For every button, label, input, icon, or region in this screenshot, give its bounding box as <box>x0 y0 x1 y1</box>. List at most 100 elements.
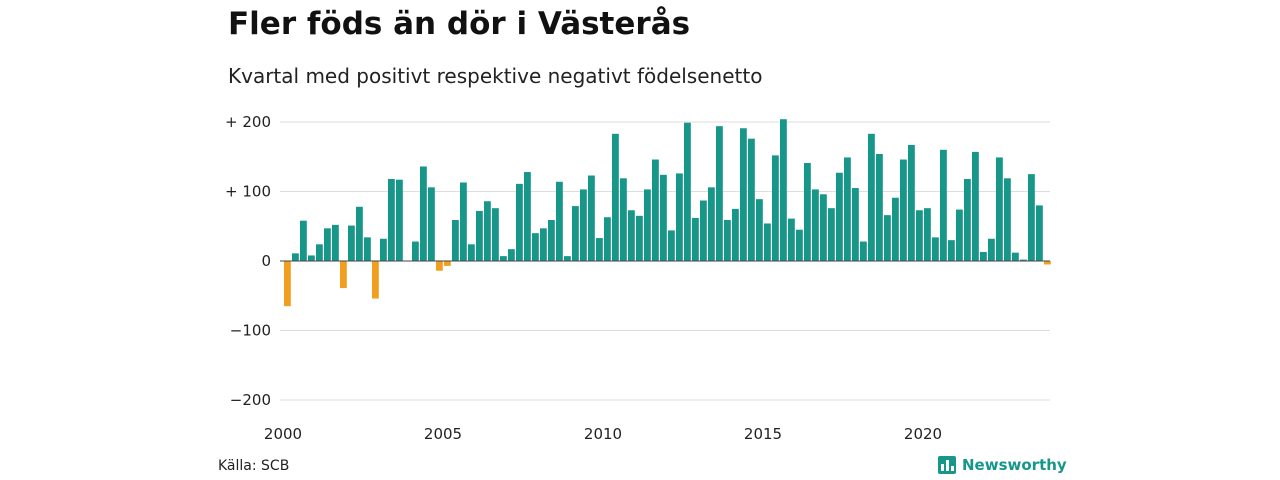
y-tick-label: + 200 <box>225 113 271 131</box>
bar <box>396 179 403 261</box>
bar <box>388 178 395 261</box>
bar <box>332 224 339 261</box>
bar <box>316 244 323 261</box>
y-tick-label: 0 <box>261 252 271 270</box>
bar <box>284 261 291 307</box>
newsworthy-icon <box>938 456 956 474</box>
source-label: Källa: SCB <box>218 458 290 474</box>
bar <box>1004 178 1011 261</box>
bar <box>564 256 571 261</box>
bar <box>908 144 915 261</box>
bar <box>876 153 883 261</box>
bar <box>948 240 955 261</box>
bar <box>852 188 859 261</box>
bar <box>916 210 923 261</box>
bar <box>660 174 667 261</box>
bar <box>620 178 627 261</box>
bar <box>324 228 331 261</box>
y-tick-label: −200 <box>230 391 271 409</box>
bar <box>980 251 987 262</box>
bar <box>484 201 491 261</box>
bar <box>1012 252 1019 261</box>
bar <box>580 189 587 261</box>
chart-subtitle: Kvartal med positivt respektive negativt… <box>228 64 763 88</box>
bar <box>700 200 707 261</box>
bar <box>420 166 427 261</box>
bar <box>956 209 963 261</box>
bar <box>644 189 651 261</box>
y-tick-label: −100 <box>230 322 271 340</box>
x-axis-ticks: 2000 2005 2010 2015 2020 <box>264 425 942 443</box>
bar <box>796 229 803 261</box>
bar <box>572 206 579 261</box>
chart-title: Fler föds än dör i Västerås <box>228 6 691 42</box>
bar <box>996 157 1003 261</box>
bar <box>460 182 467 261</box>
bar <box>516 183 523 261</box>
bar <box>548 220 555 261</box>
bar <box>612 133 619 261</box>
bar <box>340 261 347 289</box>
bar <box>356 206 363 261</box>
bar <box>692 217 699 261</box>
x-tick-label: 2000 <box>264 425 302 443</box>
bar <box>804 163 811 261</box>
bar <box>636 215 643 261</box>
bar <box>428 187 435 261</box>
bar <box>820 194 827 261</box>
bar <box>884 215 891 261</box>
bar <box>676 173 683 261</box>
bar <box>628 210 635 261</box>
bar <box>1044 261 1051 265</box>
bar <box>588 175 595 261</box>
bar <box>372 261 379 299</box>
x-tick-label: 2015 <box>744 425 782 443</box>
bars <box>284 119 1051 307</box>
bar <box>972 151 979 261</box>
bar <box>828 208 835 261</box>
bar <box>924 208 931 261</box>
bar <box>604 217 611 261</box>
bar <box>468 244 475 261</box>
bar <box>308 255 315 261</box>
bar <box>380 238 387 261</box>
bar <box>492 208 499 261</box>
bar <box>868 133 875 261</box>
bar <box>596 238 603 261</box>
bar <box>292 253 299 261</box>
bar <box>476 210 483 261</box>
bar <box>788 218 795 261</box>
bar <box>860 241 867 261</box>
x-tick-label: 2005 <box>424 425 462 443</box>
brand-name: Newsworthy <box>962 456 1067 474</box>
y-tick-label: + 100 <box>225 183 271 201</box>
bar <box>900 159 907 261</box>
bar <box>812 189 819 261</box>
bar <box>892 197 899 261</box>
bar <box>524 172 531 261</box>
bar <box>652 159 659 261</box>
bar <box>1036 205 1043 261</box>
bar <box>500 256 507 261</box>
bar <box>724 220 731 261</box>
bar <box>412 241 419 261</box>
x-tick-label: 2010 <box>584 425 622 443</box>
bar <box>756 199 763 261</box>
bar <box>988 238 995 261</box>
bar <box>364 237 371 261</box>
bar <box>1028 174 1035 262</box>
bar <box>300 220 307 261</box>
bar <box>556 181 563 261</box>
bar <box>836 172 843 262</box>
bar <box>708 187 715 261</box>
bar <box>452 220 459 261</box>
bar <box>964 178 971 261</box>
bar <box>348 225 355 262</box>
y-axis-ticks: + 200 + 100 0 −100 −200 <box>225 113 271 409</box>
bar <box>508 249 515 261</box>
brand-logo: Newsworthy <box>938 456 1067 474</box>
bar <box>844 157 851 261</box>
bar <box>540 228 547 261</box>
bar <box>532 233 539 261</box>
